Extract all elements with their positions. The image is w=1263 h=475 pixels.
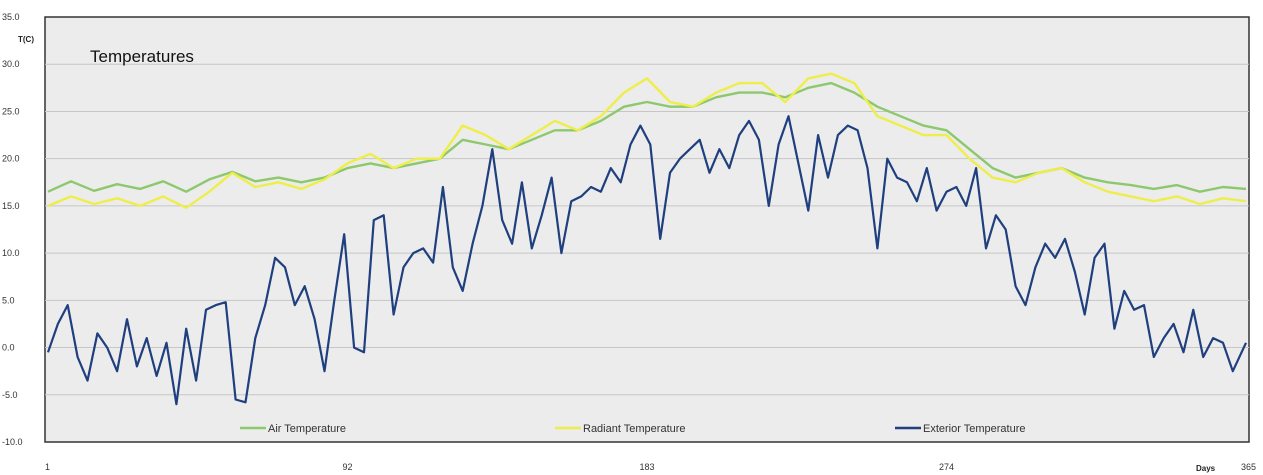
y-tick-label: 10.0 [2,248,20,258]
x-tick-label: 1 [45,462,50,472]
chart-title: Temperatures [90,47,194,66]
x-tick-label: 274 [939,462,954,472]
series-line-radiant-temperature [47,72,1247,210]
legend-label: Radiant Temperature [583,423,686,435]
x-tick-label: 365 [1241,462,1256,472]
y-axis-label: T(C) [18,35,34,44]
y-tick-label: 35.0 [2,12,20,22]
y-tick-label: 20.0 [2,154,20,164]
y-tick-label: 5.0 [2,295,15,305]
grid-lines [45,63,1249,396]
y-tick-label: -5.0 [2,390,18,400]
x-tick-label: 183 [639,462,654,472]
y-tick-labels: -10.0 -5.0 0.0 5.0 10.0 15.0 20.0 25.0 30.0 35.0 [2,12,23,447]
y-tick-label: 30.0 [2,59,20,69]
y-tick-label: 0.0 [2,343,15,353]
y-tick-label: 25.0 [2,106,20,116]
legend-label: Exterior Temperature [923,423,1026,435]
legend-label: Air Temperature [268,423,346,435]
x-tick-labels: 1 92 183 274 365 [45,462,1256,472]
legend: Air Temperature Radiant Temperature Exteri… [240,423,1026,435]
series-lines [46,72,1247,406]
x-axis-label: Days [1196,464,1216,473]
plot-area [44,16,1250,443]
y-tick-label: -10.0 [2,437,23,447]
x-tick-label: 92 [342,462,352,472]
series-line-exterior-temperature [46,115,1247,406]
y-tick-label: 15.0 [2,201,20,211]
